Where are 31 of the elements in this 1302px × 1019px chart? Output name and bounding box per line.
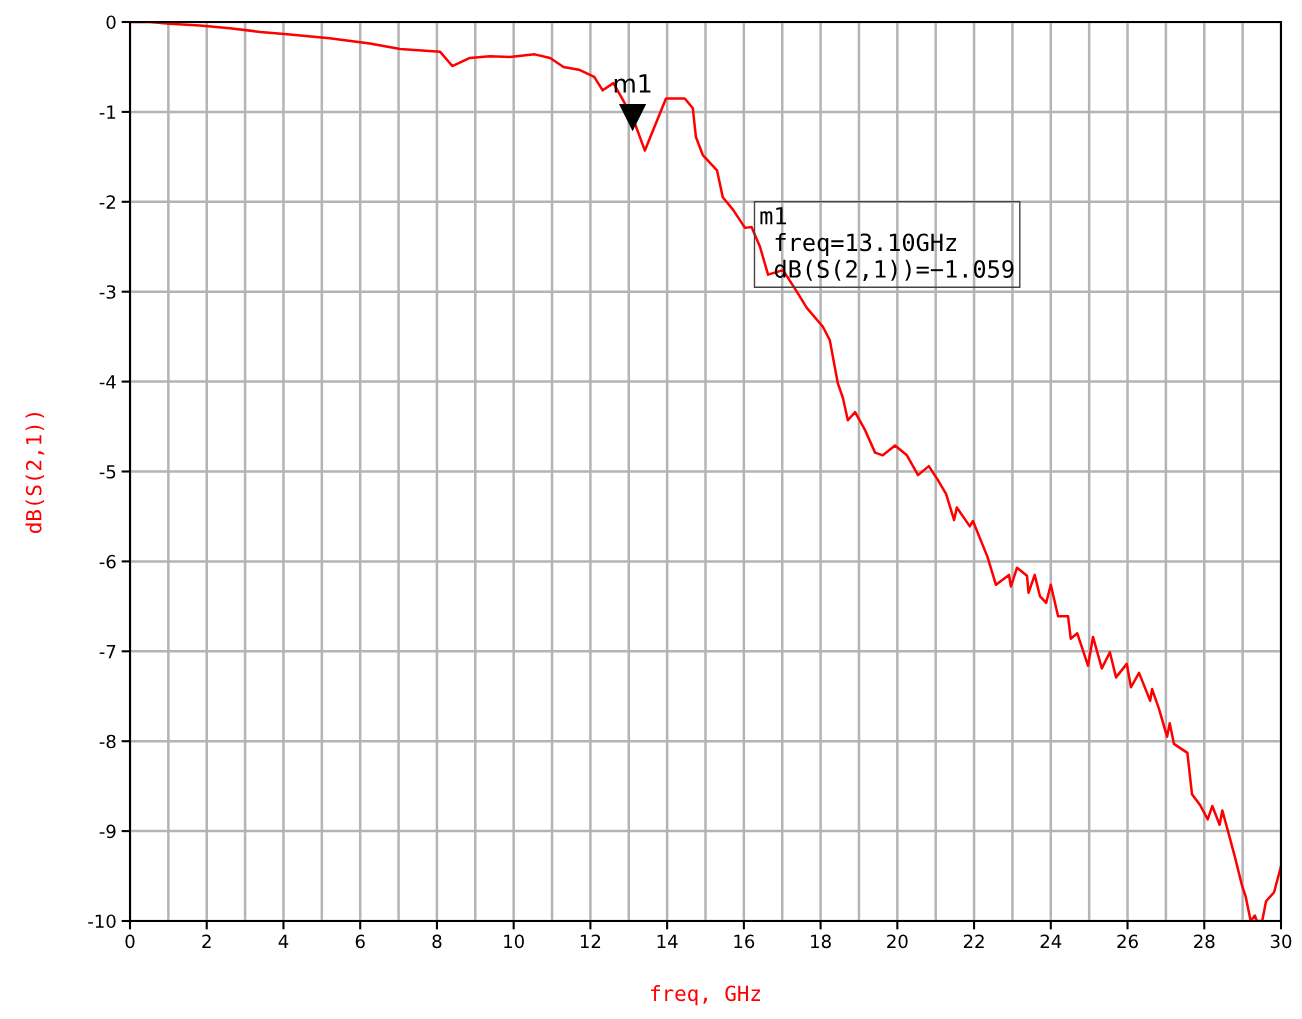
- x-axis-title: freq, GHz: [651, 985, 760, 1006]
- x-tick-label: 8: [432, 934, 442, 949]
- y-tick-label: -4: [99, 375, 116, 389]
- y-tick-label: -6: [99, 554, 116, 569]
- x-tick-label: 6: [355, 934, 365, 949]
- x-tick-label: 26: [1117, 934, 1138, 949]
- x-tick-label: 20: [887, 934, 908, 949]
- y-tick-label: -7: [99, 645, 116, 659]
- x-tick-label: 24: [1040, 934, 1062, 948]
- annotation: m1: [614, 74, 651, 93]
- x-tick-label: 18: [811, 934, 831, 949]
- x-tick-label: 16: [734, 934, 755, 949]
- y-tick-label: -5: [99, 465, 116, 479]
- y-tick-label: -2: [99, 195, 115, 209]
- x-tick-label: 10: [504, 934, 524, 949]
- y-tick-label: -9: [99, 824, 116, 839]
- annotation: m1 freq=13.10GHz dB(S(2,1))=−1.059: [760, 207, 1014, 281]
- x-tick-label: 30: [1270, 934, 1292, 949]
- x-tick-label: 0: [125, 934, 135, 949]
- y-tick-label: -8: [99, 734, 116, 749]
- x-tick-label: 4: [278, 934, 289, 948]
- y-tick-label: -3: [99, 285, 116, 299]
- x-tick-label: 12: [580, 934, 601, 948]
- x-tick-label: 28: [1194, 934, 1215, 949]
- y-tick-label: -1: [99, 105, 116, 119]
- x-tick-label: 14: [657, 934, 678, 948]
- x-tick-label: 22: [963, 934, 984, 948]
- x-tick-label: 2: [202, 934, 211, 948]
- y-tick-label: 0: [106, 15, 116, 30]
- y-tick-label: -10: [88, 914, 116, 929]
- y-axis-title: dB(S(2,1)): [25, 413, 45, 533]
